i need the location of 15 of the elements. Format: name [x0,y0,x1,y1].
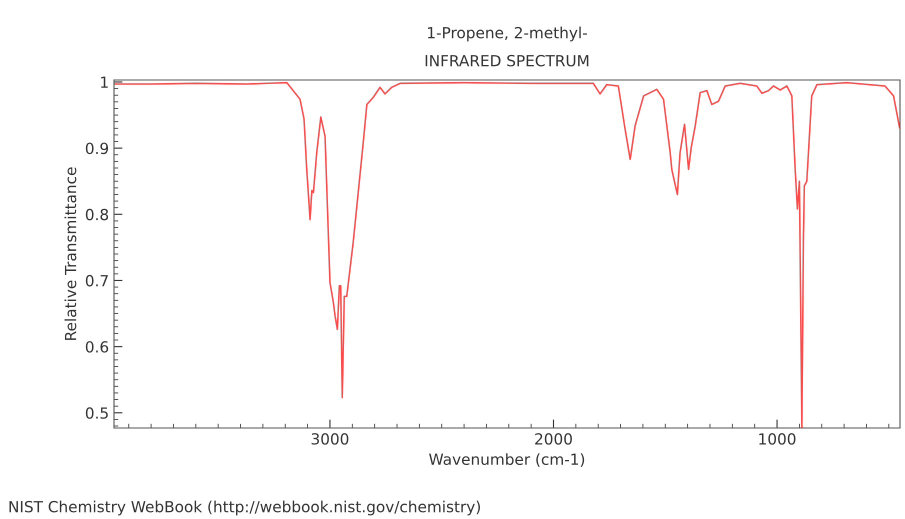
x-tick-label: 2000 [535,433,572,445]
text: NIST Chemistry WebBook (http://webbook.nist.gov/chemistry) [10,500,480,516]
chart-title: 1-Propene, 2-methyl- [428,26,587,42]
x-axis-title: Wavenumber (cm-1) [429,453,584,467]
line-series [114,82,900,428]
x-tick-label: 3000 [312,433,348,445]
y-tick-label: 0.7 [86,274,108,286]
y-tick-label: 1 [101,76,108,88]
y-tick-label: 0.5 [86,407,108,419]
x-tick-label: 1000 [759,433,796,445]
chart-subtitle: INFRARED SPECTRUM [426,54,588,66]
y-tick-label: 0.8 [86,208,108,220]
y-tick-label: 0.6 [86,341,108,353]
y-tick-label: 0.9 [86,142,108,154]
y-axis-title: Relative Transmittance [64,167,76,340]
